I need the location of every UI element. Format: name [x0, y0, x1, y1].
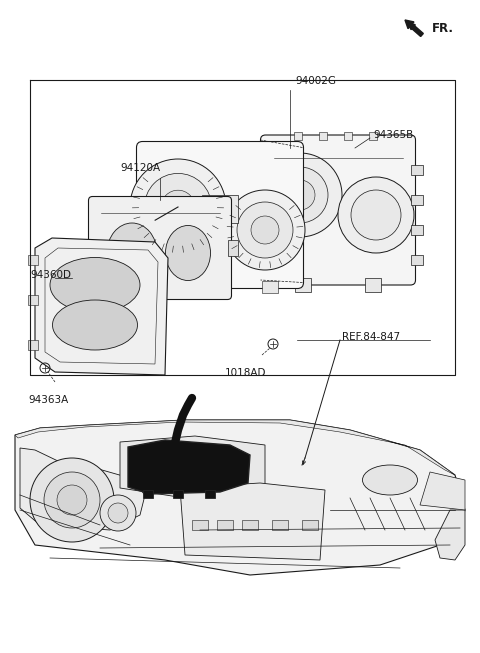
- Bar: [242, 520, 258, 530]
- Bar: [205, 490, 215, 498]
- Circle shape: [44, 472, 100, 528]
- FancyBboxPatch shape: [136, 142, 303, 289]
- Bar: [28, 340, 38, 350]
- Bar: [222, 500, 238, 522]
- Bar: [143, 490, 153, 498]
- Ellipse shape: [362, 465, 418, 495]
- Circle shape: [30, 458, 114, 542]
- Circle shape: [351, 190, 401, 240]
- FancyBboxPatch shape: [261, 135, 416, 285]
- Bar: [294, 132, 302, 140]
- Text: 94002G: 94002G: [295, 76, 336, 86]
- Bar: [365, 278, 381, 292]
- Ellipse shape: [107, 223, 157, 283]
- Text: FR.: FR.: [432, 22, 454, 35]
- Circle shape: [285, 180, 315, 210]
- Circle shape: [251, 216, 279, 244]
- Circle shape: [130, 159, 226, 255]
- Bar: [262, 281, 278, 293]
- Bar: [282, 500, 298, 522]
- Polygon shape: [180, 483, 325, 560]
- Text: 94363A: 94363A: [28, 395, 68, 405]
- Circle shape: [108, 503, 128, 523]
- Circle shape: [57, 485, 87, 515]
- Circle shape: [338, 177, 414, 253]
- Bar: [410, 255, 422, 265]
- Circle shape: [161, 190, 195, 224]
- Ellipse shape: [52, 300, 137, 350]
- Bar: [410, 225, 422, 235]
- Circle shape: [100, 495, 136, 531]
- Polygon shape: [120, 436, 265, 498]
- Bar: [202, 195, 238, 223]
- Text: 94360D: 94360D: [30, 270, 71, 280]
- Text: REF.84-847: REF.84-847: [342, 332, 400, 342]
- Polygon shape: [35, 238, 168, 375]
- Bar: [295, 278, 311, 292]
- Bar: [344, 132, 352, 140]
- Ellipse shape: [50, 257, 140, 313]
- Circle shape: [272, 167, 328, 223]
- Circle shape: [258, 153, 342, 237]
- FancyArrow shape: [405, 20, 423, 37]
- Bar: [319, 132, 327, 140]
- Bar: [272, 520, 288, 530]
- Polygon shape: [420, 472, 465, 510]
- Bar: [228, 240, 238, 256]
- Circle shape: [225, 190, 305, 270]
- Text: 94120A: 94120A: [120, 163, 160, 173]
- Bar: [410, 195, 422, 205]
- Polygon shape: [435, 510, 465, 560]
- Bar: [28, 295, 38, 305]
- Bar: [173, 490, 183, 498]
- Bar: [28, 255, 38, 265]
- Bar: [192, 520, 208, 530]
- Bar: [252, 500, 268, 522]
- Polygon shape: [128, 440, 250, 494]
- Ellipse shape: [166, 225, 211, 281]
- Bar: [212, 281, 228, 293]
- Polygon shape: [20, 448, 145, 530]
- Bar: [192, 500, 208, 522]
- Bar: [410, 165, 422, 175]
- Circle shape: [237, 202, 293, 258]
- Circle shape: [144, 174, 212, 240]
- Bar: [302, 520, 318, 530]
- Bar: [162, 281, 178, 293]
- Text: 1018AD: 1018AD: [225, 368, 266, 378]
- Polygon shape: [15, 420, 465, 575]
- FancyBboxPatch shape: [88, 197, 231, 300]
- Bar: [369, 132, 377, 140]
- Bar: [217, 520, 233, 530]
- Polygon shape: [15, 420, 455, 475]
- Text: 94365B: 94365B: [373, 130, 413, 140]
